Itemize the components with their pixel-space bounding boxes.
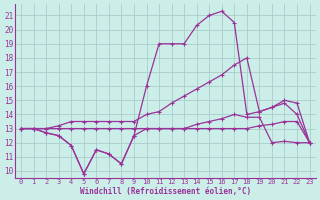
X-axis label: Windchill (Refroidissement éolien,°C): Windchill (Refroidissement éolien,°C) (80, 187, 251, 196)
